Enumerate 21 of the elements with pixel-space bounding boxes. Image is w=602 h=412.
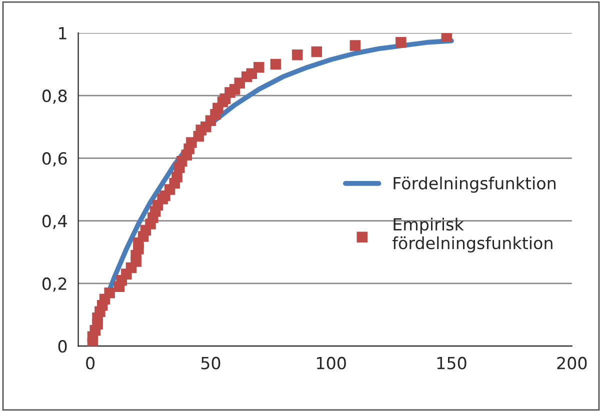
y-tick-label: 0,2 bbox=[42, 277, 66, 292]
point bbox=[104, 287, 115, 298]
y-tick-label: 0,4 bbox=[42, 214, 67, 230]
point bbox=[292, 50, 303, 60]
y-tick-label: 0,6 bbox=[42, 152, 67, 166]
point bbox=[311, 46, 322, 58]
point bbox=[441, 32, 452, 42]
x-tick-label: 100 bbox=[317, 356, 346, 370]
y-tick-label: 0,8 bbox=[42, 90, 67, 104]
point bbox=[270, 58, 282, 70]
legend-label: Fördelningsfunktion bbox=[394, 176, 556, 193]
y-tick-label: 0 bbox=[58, 340, 67, 353]
y-tick-label: 1 bbox=[59, 27, 66, 40]
point bbox=[253, 62, 264, 73]
legend-label: Empirisk fördelningsfunktion bbox=[392, 218, 552, 253]
point bbox=[396, 36, 406, 48]
x-tick-label: 150 bbox=[437, 356, 466, 370]
x-tick-label: 50 bbox=[201, 356, 220, 370]
x-tick-label: 200 bbox=[557, 356, 587, 370]
point bbox=[350, 40, 361, 51]
x-tick-label: 0 bbox=[86, 356, 94, 370]
